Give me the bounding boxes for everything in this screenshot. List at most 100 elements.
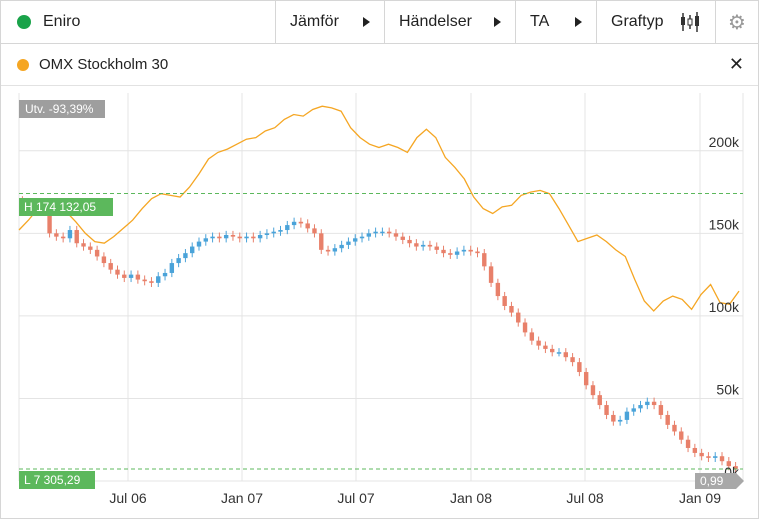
candle-body bbox=[359, 236, 365, 239]
candle-body bbox=[319, 233, 324, 250]
candle-body bbox=[353, 238, 358, 242]
candle-body bbox=[420, 244, 426, 247]
series-color-dot bbox=[17, 58, 29, 71]
omx-line-group bbox=[18, 105, 740, 312]
candle-body bbox=[706, 456, 711, 458]
y-tick-label: 150k bbox=[709, 216, 740, 232]
x-tick-label: Jan 07 bbox=[221, 490, 263, 506]
x-tick-label: Jul 08 bbox=[566, 490, 604, 506]
change-badge-text: Utv. -93,39% bbox=[25, 102, 94, 116]
candle-body bbox=[522, 322, 528, 333]
chart-grid bbox=[18, 93, 744, 482]
candle-body bbox=[590, 385, 596, 396]
candle-body bbox=[305, 223, 310, 229]
candle-body bbox=[291, 221, 297, 226]
reference-lines bbox=[19, 192, 743, 470]
ta-menu[interactable]: TA bbox=[516, 1, 597, 43]
candle-body bbox=[611, 414, 616, 422]
candle-body bbox=[672, 424, 677, 432]
x-tick-label: Jan 09 bbox=[679, 490, 721, 506]
candle-body bbox=[502, 296, 507, 306]
candle-body bbox=[94, 249, 100, 257]
candle-body bbox=[536, 340, 541, 346]
candle-body bbox=[495, 282, 501, 297]
candle-body bbox=[54, 233, 59, 237]
y-tick-label: 200k bbox=[709, 134, 740, 150]
candle-body bbox=[285, 225, 290, 231]
candle-body bbox=[386, 231, 392, 234]
caret-right-icon bbox=[575, 17, 582, 27]
candle-body bbox=[122, 274, 127, 278]
x-tick-label: Jul 07 bbox=[337, 490, 375, 506]
candle-body bbox=[176, 258, 181, 264]
candle-body bbox=[298, 221, 304, 224]
candle-body bbox=[169, 263, 175, 273]
candle-body bbox=[162, 272, 168, 277]
high-badge-text: H 174 132,05 bbox=[24, 200, 96, 214]
candle-body bbox=[217, 236, 222, 239]
candle-body bbox=[645, 401, 650, 406]
candle-body bbox=[665, 414, 670, 425]
candle-body bbox=[597, 395, 602, 406]
candle-body bbox=[366, 233, 372, 237]
caret-right-icon bbox=[363, 17, 370, 27]
candle-body bbox=[658, 405, 664, 415]
instrument-color-dot bbox=[17, 15, 31, 29]
x-tick-label: Jan 08 bbox=[450, 490, 492, 506]
change-badge: Utv. -93,39% bbox=[19, 100, 105, 118]
candle-body bbox=[400, 236, 405, 240]
candle-body bbox=[230, 234, 236, 237]
candle-body bbox=[550, 348, 555, 353]
candle-body bbox=[713, 456, 718, 458]
candle-body bbox=[692, 447, 698, 453]
candle-body bbox=[373, 231, 378, 234]
candle-body bbox=[638, 405, 643, 409]
low-badge-text: L 7 305,29 bbox=[24, 473, 81, 487]
ta-label: TA bbox=[530, 13, 550, 30]
candle-body bbox=[461, 249, 467, 252]
candle-body bbox=[74, 230, 79, 244]
candles-group bbox=[20, 196, 738, 474]
candle-body bbox=[101, 256, 107, 264]
candle-body bbox=[427, 244, 433, 247]
candle-body bbox=[332, 248, 338, 252]
events-menu[interactable]: Händelser bbox=[385, 1, 516, 43]
candle-body bbox=[156, 276, 161, 283]
candle-body bbox=[407, 239, 412, 244]
instrument-title: Eniro bbox=[1, 1, 276, 43]
compare-menu[interactable]: Jämför bbox=[276, 1, 385, 43]
compare-label: Jämför bbox=[290, 13, 339, 30]
x-tick-label: Jul 06 bbox=[109, 490, 147, 506]
candle-body bbox=[617, 419, 623, 422]
candle-body bbox=[679, 431, 684, 440]
candle-body bbox=[468, 249, 473, 252]
omx-series-line bbox=[18, 105, 740, 312]
candle-body bbox=[577, 362, 582, 373]
candle-body bbox=[482, 253, 487, 267]
candle-body bbox=[393, 233, 399, 237]
candle-body bbox=[604, 405, 609, 415]
candle-body bbox=[237, 236, 242, 239]
candle-body bbox=[60, 236, 66, 239]
candle-body bbox=[624, 411, 630, 420]
candle-body bbox=[733, 466, 738, 469]
settings-gear-icon[interactable]: ⚙ bbox=[728, 11, 746, 34]
candle-body bbox=[509, 305, 514, 313]
candle-body bbox=[454, 251, 460, 255]
chart-type-menu[interactable]: Graftyp bbox=[597, 1, 716, 43]
candle-body bbox=[346, 241, 351, 245]
candle-body bbox=[570, 357, 575, 363]
instrument-name: Eniro bbox=[43, 13, 81, 30]
events-label: Händelser bbox=[399, 13, 472, 30]
candle-body bbox=[556, 352, 562, 354]
last-value-badge: 0,99 bbox=[695, 473, 744, 489]
candle-body bbox=[115, 269, 120, 275]
candle-body bbox=[516, 312, 521, 323]
candle-body bbox=[699, 452, 704, 457]
remove-series-close-icon[interactable]: ✕ bbox=[728, 54, 744, 74]
candlestick-icon bbox=[681, 12, 699, 32]
caret-right-icon bbox=[494, 17, 501, 27]
